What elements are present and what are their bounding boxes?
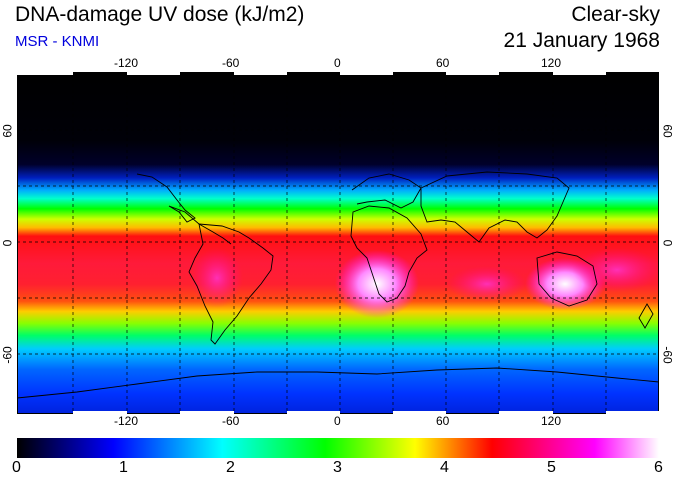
lon-label-bottom: 0 [334, 414, 341, 428]
coastline-north-america [136, 173, 232, 245]
lon-label-bottom: 60 [436, 414, 450, 428]
graticule [17, 72, 659, 414]
lon-label-top: -60 [222, 56, 240, 70]
colorbar [17, 438, 659, 458]
colorbar-label: 5 [547, 459, 556, 476]
hotspot-indian-ocean [447, 266, 527, 302]
data-source-label: MSR - KNMI [15, 33, 100, 50]
frame-ticks [17, 72, 659, 414]
lon-label-bottom: -60 [222, 414, 240, 428]
uv-dose-map [17, 72, 659, 414]
colorbar-gradient [17, 438, 659, 458]
coastline-south-america [188, 223, 274, 345]
uv-field [17, 72, 659, 414]
colorbar-label: 3 [333, 459, 342, 476]
lon-label-top: 0 [334, 56, 341, 70]
coastline-asia [420, 171, 570, 243]
sky-condition-label: Clear-sky [571, 3, 660, 26]
coastline-australia [536, 251, 598, 307]
hotspot-africa [335, 250, 419, 318]
lon-label-top: 60 [436, 56, 450, 70]
lat-label-left: 0 [0, 239, 15, 247]
lat-label-left: 60 [0, 124, 15, 138]
hotspot-south-america [191, 248, 243, 308]
colorbar-label: 2 [226, 459, 235, 476]
lat-label-left: -60 [0, 346, 15, 364]
coastline-europe [351, 173, 422, 209]
colorbar-label: 1 [119, 459, 128, 476]
lon-label-top: 120 [541, 56, 562, 70]
colorbar-label: 4 [440, 459, 449, 476]
lat-label-right: -60 [660, 346, 675, 364]
map-title: DNA-damage UV dose (kJ/m2) [15, 3, 305, 26]
lon-label-top: -120 [114, 56, 139, 70]
lon-label-bottom: -120 [114, 414, 139, 428]
hotspot-pacific [572, 248, 659, 292]
lat-label-right: 60 [660, 124, 675, 138]
lat-label-right: 0 [660, 239, 675, 247]
coastline-new-zealand [638, 303, 654, 329]
colorbar-label: 0 [12, 459, 21, 476]
map-date: 21 January 1968 [503, 29, 660, 52]
coastline-africa [350, 205, 428, 303]
colorbar-label: 6 [654, 459, 663, 476]
lon-label-bottom: 120 [541, 414, 562, 428]
